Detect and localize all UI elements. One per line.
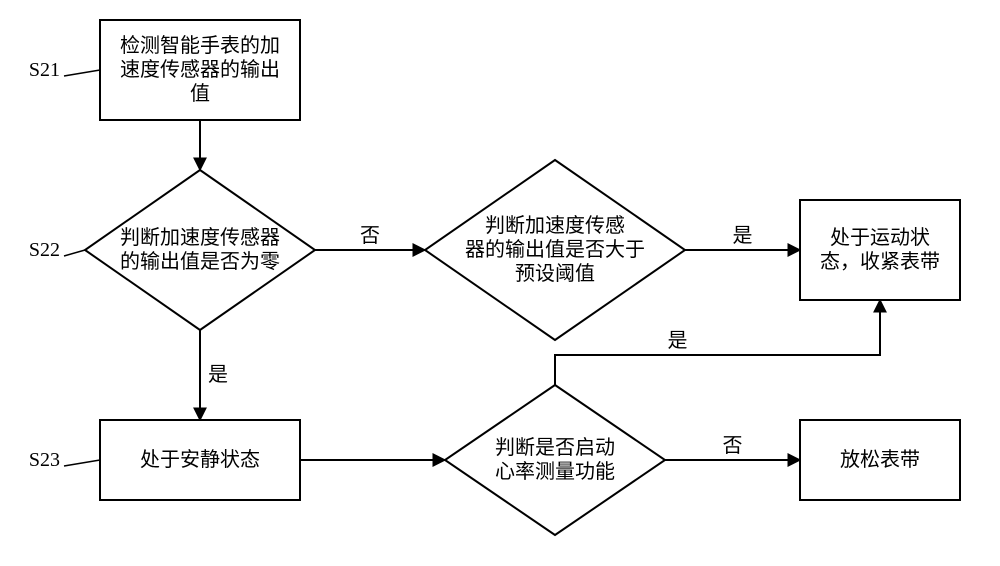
step-leader xyxy=(64,460,100,466)
node-text: 放松表带 xyxy=(840,448,920,471)
flow-node-n7: 放松表带 xyxy=(800,420,960,500)
step-leader xyxy=(64,250,85,256)
flow-node-n6: 判断是否启动心率测量功能 xyxy=(445,385,665,535)
step-label-s21: S21 xyxy=(29,59,60,81)
node-text: 值 xyxy=(190,82,210,105)
node-text: 判断是否启动 xyxy=(495,436,615,459)
edge-label-no: 否 xyxy=(723,435,743,457)
flow-node-n1: 检测智能手表的加速度传感器的输出值 xyxy=(100,20,300,120)
node-text: 的输出值是否为零 xyxy=(120,250,280,273)
flow-node-n2: 判断加速度传感器的输出值是否为零 xyxy=(85,170,315,330)
step-label-s22: S22 xyxy=(29,239,60,261)
flow-node-n4: 处于运动状态，收紧表带 xyxy=(800,200,960,300)
node-text: 态，收紧表带 xyxy=(820,250,940,273)
node-text: 检测智能手表的加 xyxy=(120,34,280,57)
edge-label-yes: 是 xyxy=(668,330,688,352)
node-text: 处于运动状 xyxy=(830,226,930,249)
flowchart-canvas: 否是是否是 检测智能手表的加速度传感器的输出值判断加速度传感器的输出值是否为零判… xyxy=(0,0,1000,566)
node-text: 预设阈值 xyxy=(515,262,595,285)
node-text: 心率测量功能 xyxy=(495,460,615,483)
node-text: 器的输出值是否大于 xyxy=(465,238,645,261)
node-text: 判断加速度传感 xyxy=(485,214,625,237)
flow-node-n5: 处于安静状态 xyxy=(100,420,300,500)
flow-node-n3: 判断加速度传感器的输出值是否大于预设阈值 xyxy=(425,160,685,340)
node-text: 判断加速度传感器 xyxy=(120,226,280,249)
edge-label-yes: 是 xyxy=(733,225,753,247)
edge-label-no: 否 xyxy=(360,225,380,247)
node-text: 速度传感器的输出 xyxy=(120,58,280,81)
edge-label-yes: 是 xyxy=(208,364,228,386)
step-leader xyxy=(64,70,100,76)
flow-edge xyxy=(555,300,880,385)
node-text: 处于安静状态 xyxy=(140,448,260,471)
step-label-s23: S23 xyxy=(29,449,60,471)
